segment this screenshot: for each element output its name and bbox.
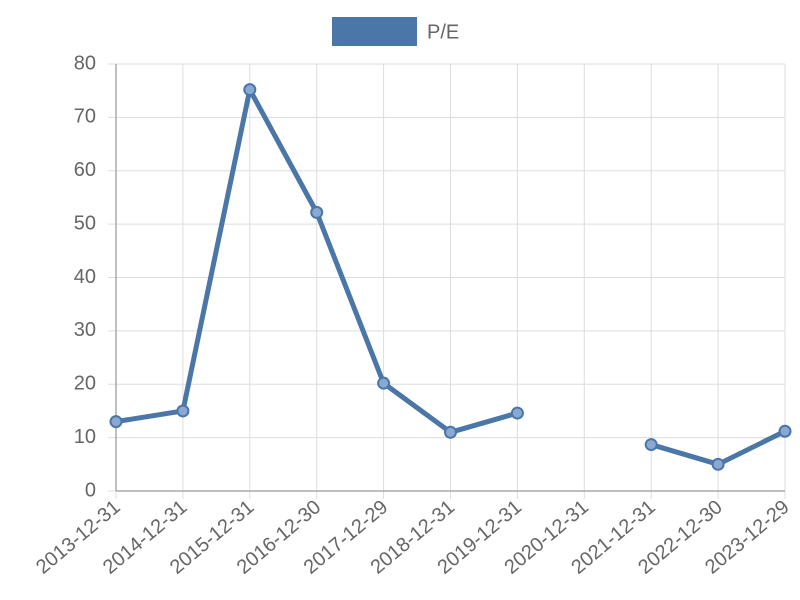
y-tick-label: 40	[74, 266, 96, 288]
y-tick-label: 20	[74, 373, 96, 395]
y-tick-label: 70	[74, 106, 96, 128]
y-tick-label: 30	[74, 319, 96, 341]
y-tick-label: 60	[74, 159, 96, 181]
data-point	[644, 438, 658, 452]
y-tick-label: 80	[74, 52, 96, 74]
y-tick-label: 0	[85, 479, 96, 501]
legend-label: P/E	[427, 21, 459, 43]
data-point	[109, 415, 123, 429]
data-point	[243, 83, 257, 97]
y-tick-label: 50	[74, 212, 96, 234]
y-tick-label: 10	[74, 426, 96, 448]
data-point	[444, 425, 457, 439]
data-point	[310, 205, 324, 219]
data-point	[510, 406, 524, 420]
data-point	[176, 404, 190, 418]
data-point	[778, 424, 792, 438]
data-point	[711, 457, 725, 471]
data-point	[377, 376, 391, 390]
legend-swatch	[332, 17, 417, 46]
